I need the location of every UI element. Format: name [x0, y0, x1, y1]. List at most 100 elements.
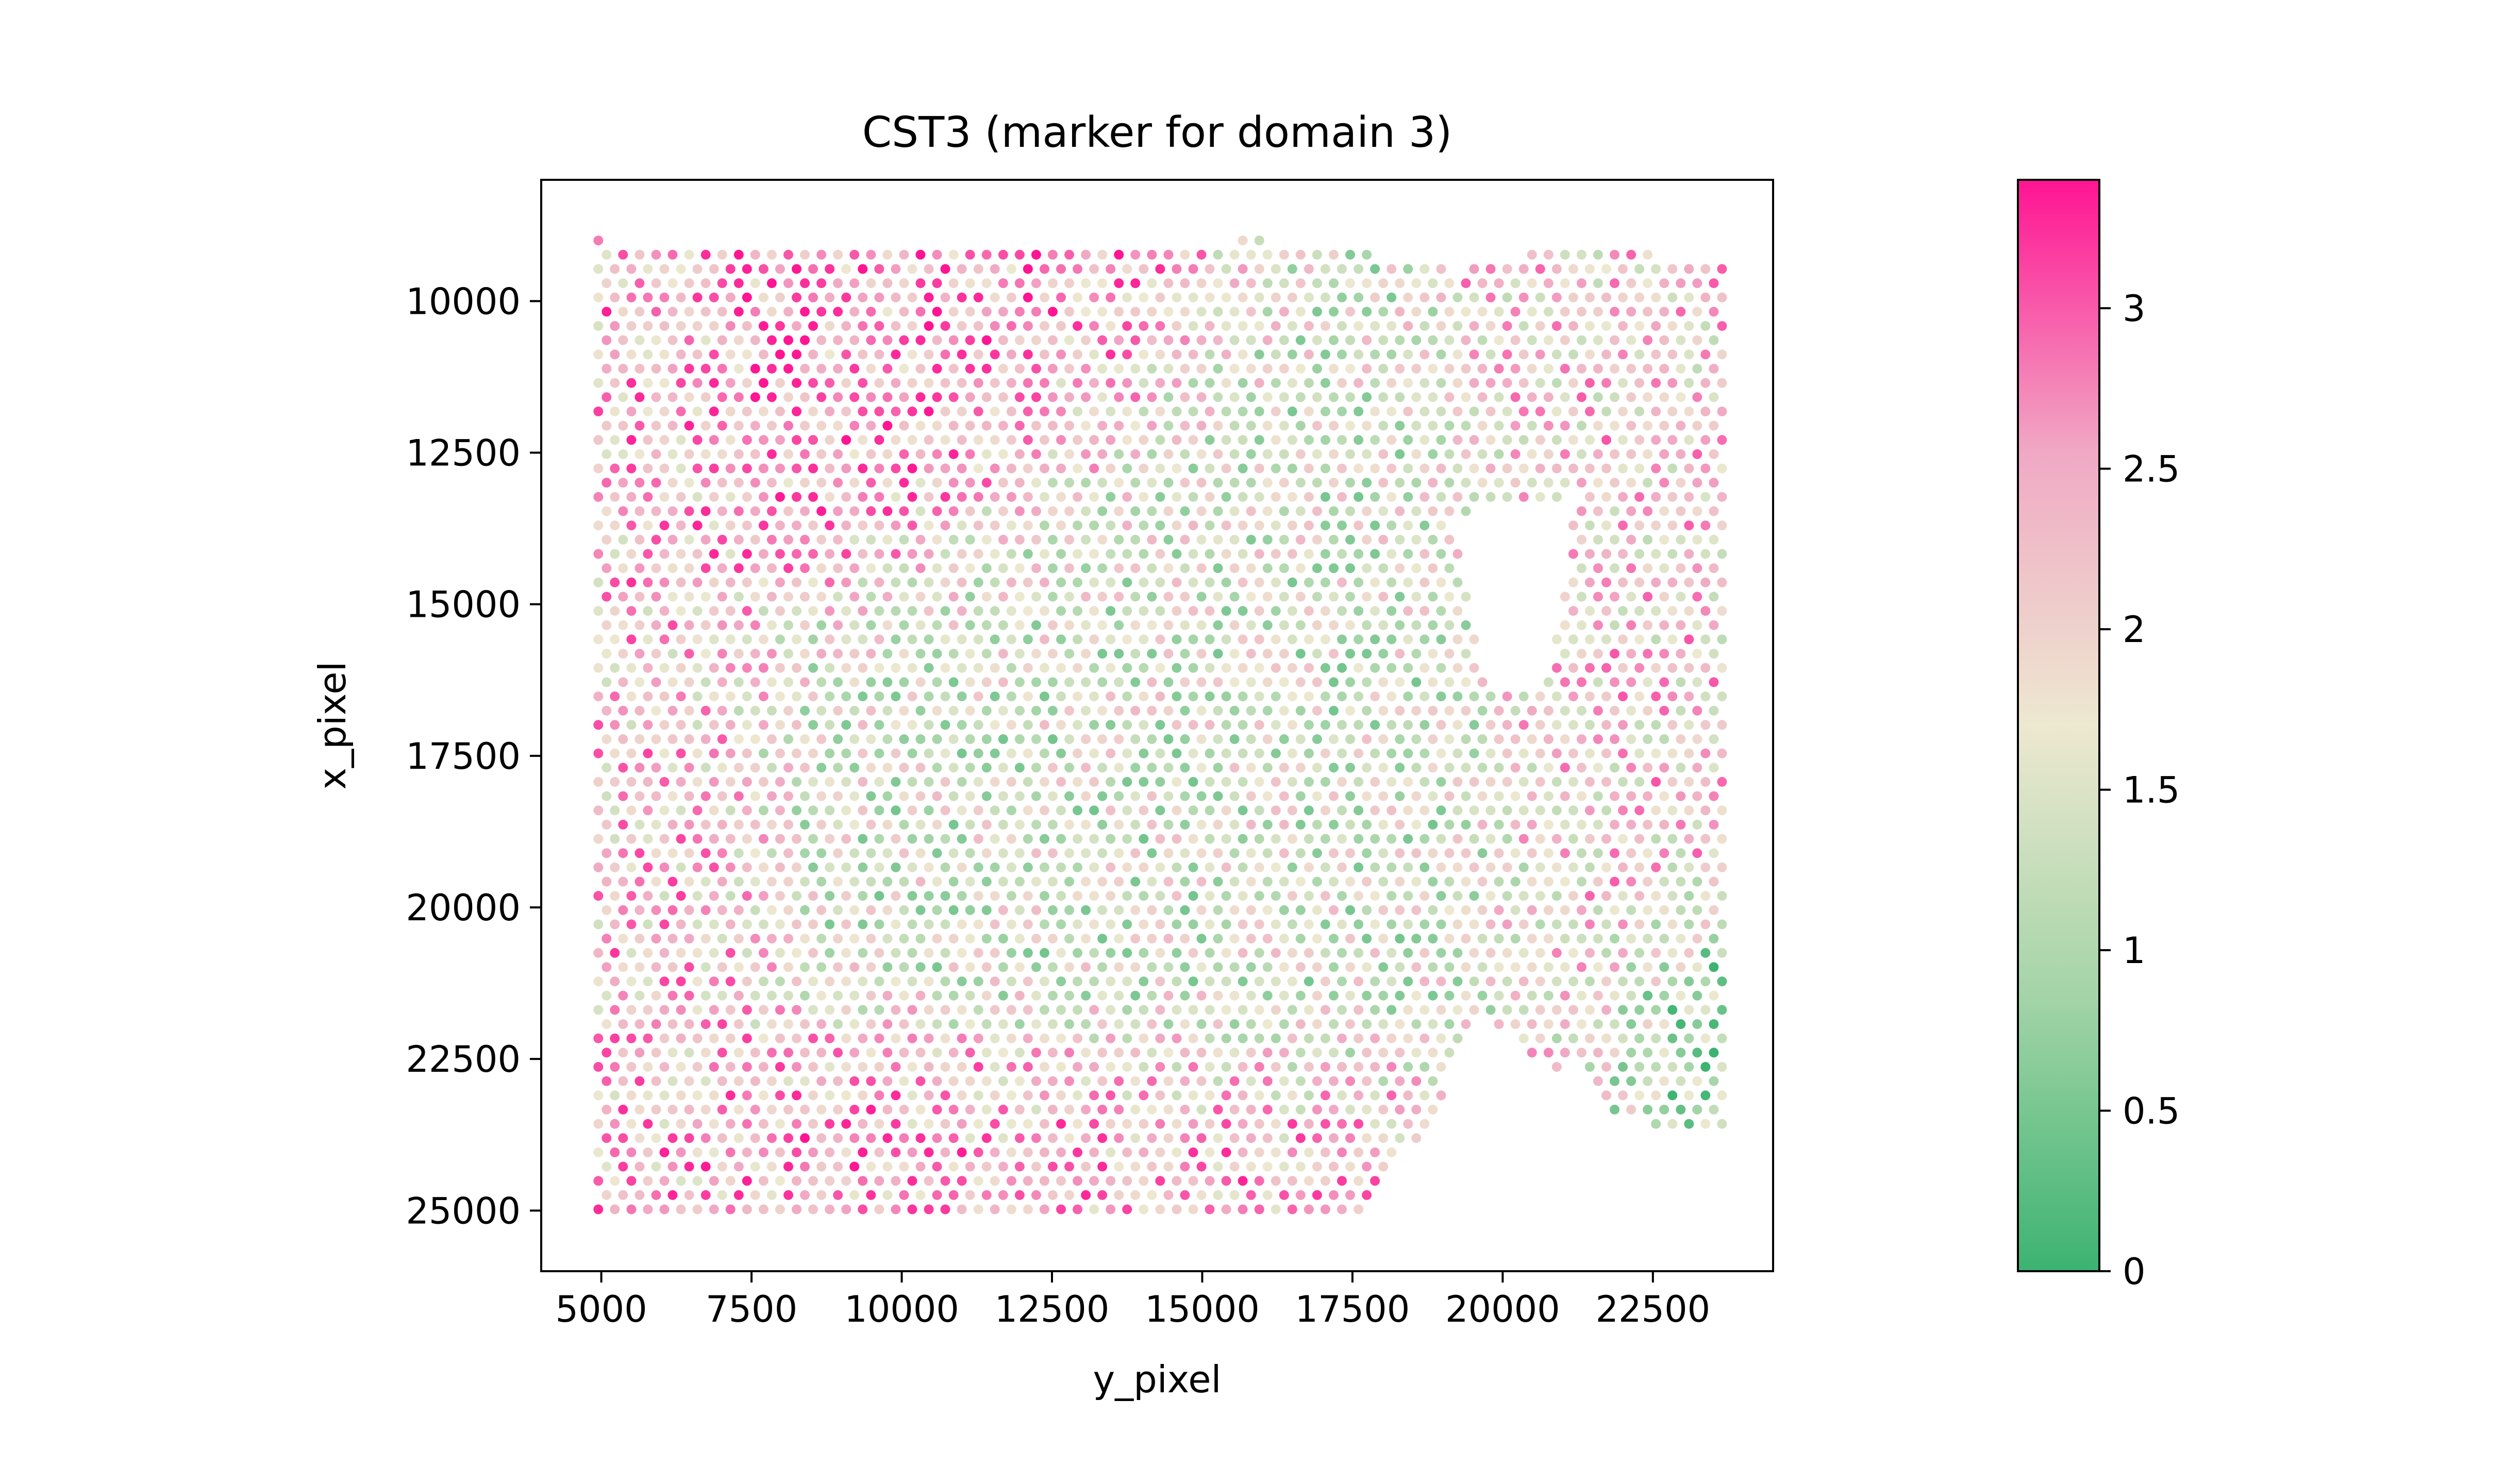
spot-point	[1535, 862, 1545, 872]
spot-point	[775, 692, 785, 701]
spot-point	[1081, 734, 1091, 744]
spot-point	[1535, 264, 1545, 274]
spot-point	[750, 620, 760, 630]
spot-point	[1610, 249, 1619, 260]
spot-point	[618, 478, 628, 488]
spot-point	[1312, 705, 1322, 716]
spot-point	[1444, 563, 1455, 574]
spot-point	[1014, 990, 1025, 1001]
spot-point	[1354, 919, 1364, 930]
spot-point	[1023, 748, 1033, 758]
spot-point	[618, 934, 628, 944]
spot-point	[659, 321, 670, 331]
spot-point	[915, 905, 926, 915]
spot-point	[1130, 563, 1141, 574]
spot-point	[808, 692, 818, 701]
spot-point	[1518, 919, 1529, 930]
spot-point	[651, 791, 661, 801]
spot-point	[1014, 592, 1025, 602]
spot-point	[808, 1147, 818, 1157]
spot-point	[1287, 549, 1297, 559]
spot-point	[602, 563, 612, 574]
spot-point	[1279, 962, 1289, 972]
spot-point	[1618, 520, 1628, 531]
spot-point	[915, 1048, 926, 1058]
spot-point	[1180, 534, 1190, 545]
spot-point	[1584, 349, 1595, 360]
spot-point	[1031, 848, 1041, 858]
spot-point	[1304, 805, 1314, 816]
spot-point	[932, 1048, 942, 1058]
spot-point	[783, 420, 793, 431]
spot-point	[1139, 1147, 1149, 1157]
spot-point	[1056, 378, 1066, 388]
spot-point	[651, 420, 661, 431]
spot-point	[1527, 905, 1537, 915]
spot-point	[1238, 663, 1248, 673]
spot-point	[891, 1090, 901, 1101]
spot-point	[1304, 520, 1314, 531]
spot-point	[1676, 1019, 1686, 1029]
spot-point	[808, 321, 818, 331]
spot-point	[593, 520, 604, 531]
spot-point	[990, 634, 1000, 645]
spot-point	[593, 919, 604, 930]
spot-point	[973, 321, 983, 331]
spot-point	[593, 692, 604, 701]
spot-point	[667, 705, 678, 716]
spot-point	[833, 1161, 843, 1172]
spot-point	[1196, 819, 1207, 830]
spot-point	[1304, 634, 1314, 645]
spot-point	[775, 435, 785, 445]
spot-point	[1428, 763, 1438, 773]
spot-point	[907, 1090, 917, 1101]
spot-point	[957, 1147, 967, 1157]
spot-point	[1576, 364, 1586, 374]
spot-point	[924, 862, 934, 872]
spot-point	[1056, 834, 1066, 844]
spot-point	[1163, 734, 1174, 744]
spot-point	[866, 278, 876, 289]
spot-point	[957, 1090, 967, 1101]
spot-point	[1494, 392, 1504, 402]
spot-point	[1692, 763, 1702, 773]
spot-point	[1229, 335, 1240, 345]
spot-point	[783, 962, 793, 972]
spot-point	[1213, 791, 1223, 801]
spot-point	[1114, 649, 1124, 659]
spot-point	[1601, 1090, 1611, 1101]
spot-point	[1354, 463, 1364, 474]
spot-point	[1395, 990, 1405, 1001]
spot-point	[1543, 763, 1554, 773]
spot-point	[899, 534, 909, 545]
spot-point	[1395, 734, 1405, 744]
spot-point	[766, 990, 777, 1001]
spot-point	[1039, 520, 1049, 531]
spot-point	[1287, 292, 1297, 302]
spot-point	[1362, 1133, 1372, 1143]
spot-point	[725, 492, 736, 502]
spot-point	[1064, 905, 1074, 915]
spot-point	[792, 292, 801, 302]
spot-point	[758, 1147, 769, 1157]
spot-point	[1262, 506, 1273, 516]
spot-point	[1262, 364, 1273, 374]
spot-point	[1395, 934, 1405, 944]
spot-point	[800, 506, 810, 516]
spot-point	[1023, 834, 1033, 844]
spot-point	[1610, 563, 1619, 574]
spot-point	[866, 364, 876, 374]
spot-point	[1593, 791, 1603, 801]
spot-point	[643, 692, 653, 701]
spot-point	[858, 549, 868, 559]
spot-point	[1568, 634, 1578, 645]
spot-point	[775, 1005, 785, 1015]
spot-point	[1461, 876, 1471, 887]
spot-point	[1188, 777, 1198, 787]
spot-point	[1659, 677, 1669, 687]
spot-point	[1403, 321, 1413, 331]
spot-point	[1709, 307, 1719, 317]
spot-point	[1114, 449, 1124, 459]
spot-point	[1023, 720, 1033, 730]
spot-point	[1618, 720, 1628, 730]
